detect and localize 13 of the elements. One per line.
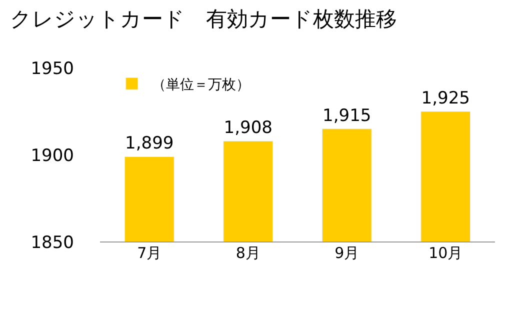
data-label: 1,908 bbox=[224, 118, 272, 138]
legend-label: （単位＝万枚） bbox=[152, 77, 250, 94]
data-label: 1,925 bbox=[421, 88, 470, 108]
y-tick-label: 1950 bbox=[30, 58, 74, 79]
chart-title: クレジットカード 有効カード枚数推移 bbox=[10, 7, 398, 32]
x-tick-label: 10月 bbox=[428, 244, 463, 262]
y-tick-label: 1850 bbox=[30, 232, 74, 253]
x-tick-label: 8月 bbox=[236, 244, 260, 262]
data-label: 1,899 bbox=[125, 134, 174, 154]
data-label: 1,915 bbox=[322, 106, 372, 126]
y-tick-label: 1900 bbox=[30, 146, 74, 166]
x-tick-label: 7月 bbox=[137, 244, 162, 262]
x-tick-label: 9月 bbox=[334, 244, 360, 262]
